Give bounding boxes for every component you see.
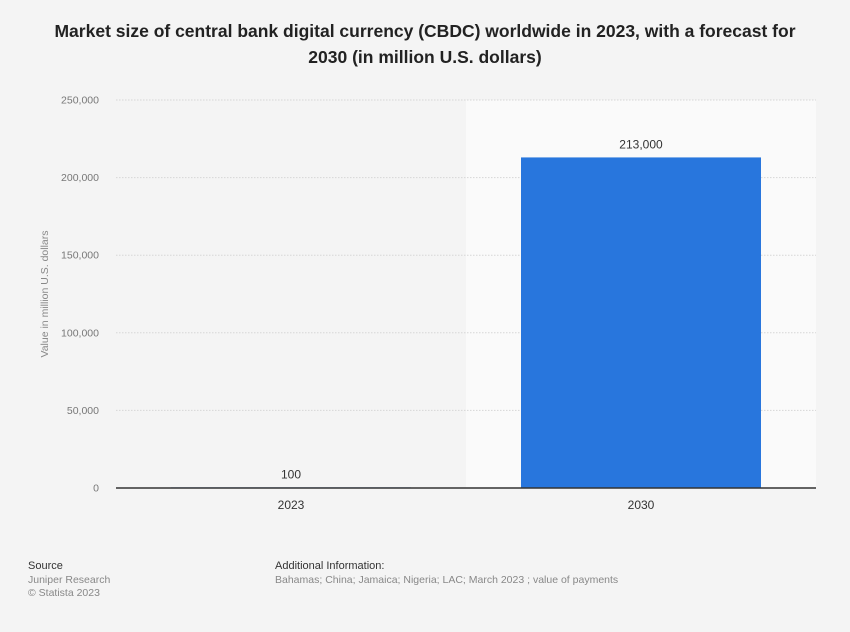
additional-info-block: Additional Information: Bahamas; China; … <box>275 560 618 587</box>
source-block: Source Juniper Research © Statista 2023 <box>28 560 110 601</box>
y-tick-label: 100,000 <box>61 327 99 339</box>
source-line: Juniper Research <box>28 573 111 586</box>
y-tick-label: 50,000 <box>67 405 99 417</box>
data-label: 100 <box>281 467 301 481</box>
bar-chart: 0 50,000 100,000 150,000 200,000 250,000 Value… <box>39 95 816 512</box>
data-label: 213,000 <box>619 137 663 151</box>
bar <box>521 157 761 488</box>
y-axis-label: Value in million U.S. dollars <box>39 230 51 357</box>
additional-info-text: Bahamas; China; Jamaica; Nigeria; LAC; M… <box>275 573 619 586</box>
source-label: Source <box>28 560 63 572</box>
chart-title: Market size of central bank digital curr… <box>54 21 796 67</box>
x-tick-label: 2023 <box>278 498 305 512</box>
copyright-line: © Statista 2023 <box>28 587 100 599</box>
y-tick-label: 250,000 <box>61 95 99 107</box>
x-tick-label: 2030 <box>628 498 655 512</box>
y-tick-label: 200,000 <box>61 172 99 184</box>
additional-info-label: Additional Information: <box>275 560 385 572</box>
y-tick-label: 150,000 <box>61 250 99 262</box>
y-tick-label: 0 <box>93 483 99 495</box>
